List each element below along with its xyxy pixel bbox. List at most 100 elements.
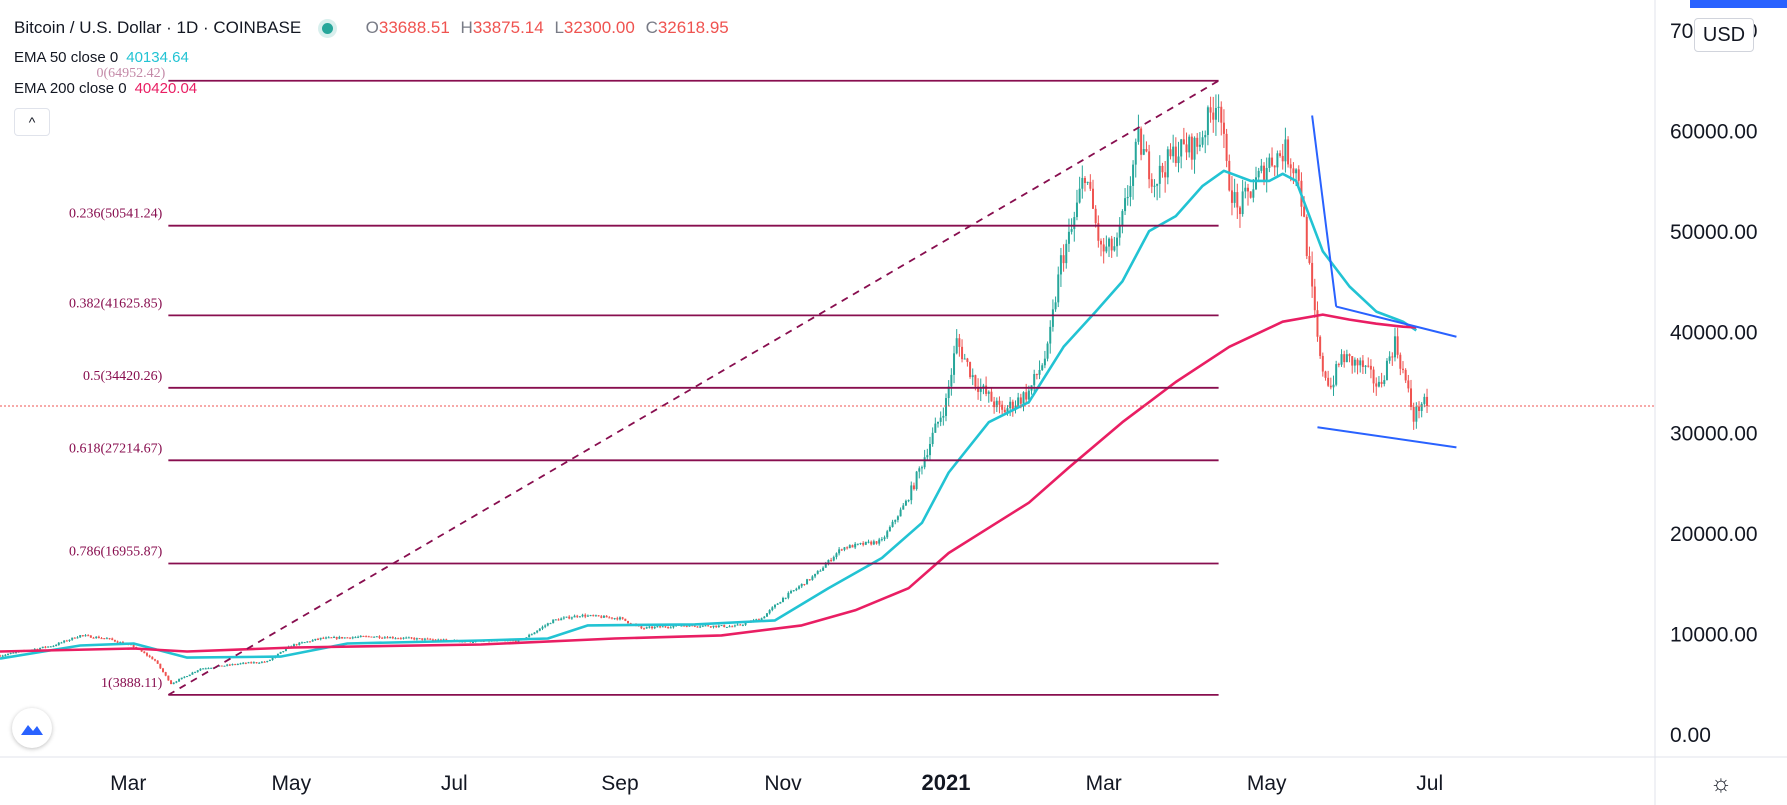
candle-body-177 [472,641,475,643]
candle-body-158 [421,638,424,640]
candle-body-300 [800,583,803,587]
candle-body-90 [239,663,242,665]
candle-body-34 [89,635,92,638]
y-tick-label-6: 10000.00 [1670,623,1758,646]
candle-body-499 [1332,384,1335,388]
candle-body-1 [1,655,4,657]
candle-body-37 [97,636,100,639]
candle-body-71 [188,674,191,677]
x-tick-label-1: May [271,772,311,795]
fib-level-label-1: 0.236(50541.24) [69,207,163,222]
candle-body-104 [276,653,279,656]
candle-body-283 [755,619,758,621]
candle-body-153 [407,637,410,639]
candle-body-441 [1177,156,1180,164]
candle-body-509 [1359,360,1362,366]
candle-body-446 [1190,136,1193,160]
candle-body-277 [739,624,742,626]
candle-body-337 [899,509,902,517]
candle-body-93 [247,662,250,664]
candle-body-130 [346,637,349,639]
candle-body-22 [57,642,60,646]
candle-body-146 [389,637,392,639]
high-value: 33875.14 [472,18,544,37]
candle-body-425 [1134,141,1137,165]
candle-body-252 [672,625,675,628]
candle-body-263 [701,625,704,627]
candle-body-85 [226,664,229,666]
candle-body-97 [258,662,261,664]
candle-body-478 [1276,153,1279,168]
candle-body-303 [808,579,811,581]
candle-body-205 [546,623,549,626]
candle-body-56 [148,655,151,657]
candle-body-73 [194,671,197,673]
candle-body-193 [514,640,517,642]
candle-body-106 [282,651,285,653]
candle-body-114 [303,642,306,644]
candle-body-3 [7,653,10,655]
candle-body-340 [907,500,910,502]
candle-body-224 [597,615,600,617]
candle-body-527 [1407,380,1410,389]
legend-ema200[interactable]: EMA 200 close 0 40420.04 [14,80,197,97]
candle-body-528 [1410,388,1413,407]
candle-body-355 [947,386,950,399]
fib-level-label-5: 0.786(16955.87) [69,544,163,559]
candle-body-74 [196,670,199,672]
x-tick-label-4: Nov [764,772,802,795]
candle-body-455 [1214,108,1217,120]
candle-body-105 [279,651,282,654]
candle-body-385 [1027,390,1030,400]
candle-body-233 [621,617,624,619]
x-tick-label-7: May [1247,772,1287,795]
candle-body-361 [963,358,966,360]
candle-body-397 [1059,255,1062,275]
currency-button[interactable]: USD [1694,18,1754,52]
candle-body-490 [1308,256,1311,263]
candle-body-61 [162,668,165,673]
candle-body-164 [437,639,440,641]
candle-body-99 [263,661,266,663]
candle-body-428 [1142,149,1145,155]
candle-body-95 [252,662,255,664]
candle-body-163 [434,639,437,641]
candle-body-326 [870,541,873,545]
candle-body-134 [357,636,360,638]
collapse-legend-button[interactable]: ^ [14,108,50,136]
candle-body-288 [768,610,771,614]
candle-body-363 [969,362,972,378]
candle-body-370 [987,391,990,394]
candle-body-495 [1321,355,1324,372]
candle-body-293 [782,597,784,602]
candle-body-89 [236,663,239,665]
close-value: 32618.95 [657,18,729,37]
legend-ema50[interactable]: EMA 50 close 0 40134.64 [14,49,189,66]
candle-body-235 [627,620,630,624]
candle-body-460 [1228,160,1231,191]
candle-body-58 [153,659,156,661]
candle-body-244 [651,626,654,629]
candle-body-416 [1110,238,1113,251]
candle-body-139 [370,636,373,638]
candle-body-424 [1132,164,1135,186]
candle-body-334 [891,521,894,528]
candle-body-40 [105,638,108,640]
candle-body-369 [985,385,988,394]
settings-gear-icon[interactable]: ☼ [1710,770,1732,797]
fib-level-label-6: 1(3888.11) [101,676,163,691]
candle-body-20 [52,645,55,647]
candle-body-166 [442,639,445,641]
candle-body-419 [1118,226,1121,238]
candle-body-530 [1415,406,1418,422]
candle-body-343 [915,471,918,490]
chart-logo-button[interactable] [12,708,52,748]
candle-body-433 [1156,183,1159,186]
candle-body-92 [244,662,247,664]
candle-body-336 [896,516,899,520]
candle-body-458 [1222,122,1225,134]
candle-body-156 [415,638,418,640]
candle-body-292 [779,601,782,604]
x-tick-label-3: Sep [601,772,638,795]
